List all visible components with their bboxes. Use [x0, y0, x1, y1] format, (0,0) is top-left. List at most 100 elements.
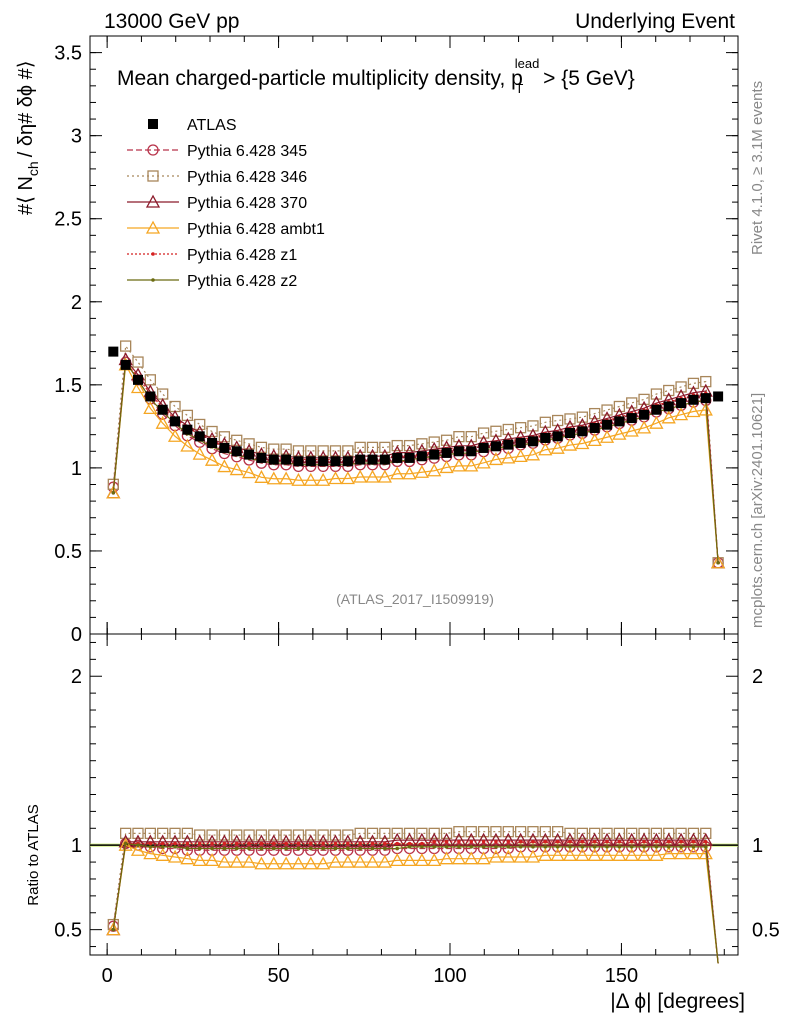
series-5-point-ratio — [654, 845, 659, 849]
series-4-point-ratio — [494, 840, 498, 844]
series-3-point-main — [402, 466, 417, 480]
series-5-point-ratio — [518, 845, 523, 849]
legend-label-1: Pythia 6.428 346 — [187, 169, 307, 186]
series-3-point-main — [649, 415, 664, 429]
series-1-point-main — [403, 439, 416, 452]
atlas-data-point — [478, 442, 489, 453]
analysis-id: (ATLAS_2017_I1509919) — [336, 591, 494, 607]
series-1-point-main — [120, 340, 132, 352]
series-1-point-ratio — [477, 826, 490, 838]
series-1-point-main — [514, 422, 527, 434]
series-4-point-ratio — [506, 840, 511, 844]
series-1-point-ratio — [342, 829, 354, 841]
series-1-point-ratio — [206, 829, 218, 841]
series-3-point-ratio — [402, 853, 417, 867]
series-3-point-main — [464, 458, 479, 472]
series-1-point-main — [157, 388, 169, 400]
series-4-point-ratio — [271, 841, 276, 846]
series-4-point-ratio — [160, 841, 165, 846]
series-1-point-main — [428, 436, 440, 448]
series-4-point-ratio — [457, 840, 461, 844]
series-3-point-main — [624, 423, 639, 437]
atlas-data-point — [453, 446, 464, 457]
legend-marker-5 — [151, 278, 155, 282]
series-1-point-ratio — [194, 829, 206, 841]
series-1-line-ratio — [112, 831, 719, 964]
series-3-point-ratio — [353, 854, 368, 868]
series-1-point-ratio — [576, 827, 588, 840]
series-5-point-ratio — [568, 845, 572, 849]
atlas-data-point — [651, 404, 662, 415]
series-3-point-ratio — [130, 842, 146, 856]
series-1-point-ratio — [292, 829, 305, 841]
atlas-data-point — [700, 393, 711, 404]
series-3-point-ratio — [167, 849, 183, 863]
series-1-point-ratio — [354, 827, 366, 840]
atlas-data-point — [133, 374, 143, 385]
series-1-point-main — [292, 445, 305, 457]
series-4-point-ratio — [259, 841, 264, 846]
series-1-point-main — [527, 420, 539, 432]
series-3-point-ratio — [587, 847, 602, 861]
series-4-point-ratio — [568, 840, 572, 844]
series-4-point-ratio — [543, 840, 548, 844]
series-1-point-main — [366, 441, 379, 454]
series-3-point-main — [303, 472, 318, 486]
series-5-point-ratio — [123, 841, 128, 846]
series-3-point-ratio — [192, 853, 207, 867]
series-4-point-ratio — [580, 840, 585, 844]
series-4-point-ratio — [197, 841, 202, 846]
atlas-data-point — [194, 431, 205, 442]
series-1-point-main — [675, 381, 687, 393]
atlas-data-point — [318, 456, 329, 467]
series-3-point-ratio — [525, 849, 541, 863]
atlas-data-point — [244, 449, 255, 460]
series-1-point-main — [477, 427, 490, 439]
series-2-line-ratio — [112, 839, 719, 964]
series-4-point-ratio — [407, 841, 412, 846]
series-1-point-ratio — [440, 827, 453, 840]
series-1-point-ratio — [564, 827, 576, 840]
series-3-point-main — [192, 446, 207, 460]
series-4-point-ratio — [284, 841, 288, 846]
series-3-point-ratio — [661, 846, 676, 860]
header-left: 13000 GeV pp — [104, 10, 239, 33]
x-tick-label: 150 — [605, 965, 638, 987]
series-5-point-ratio — [234, 846, 239, 851]
series-1-point-main — [268, 443, 280, 455]
series-4-point-ratio — [395, 841, 400, 846]
series-1-point-main — [490, 425, 502, 437]
legend-marker-3 — [145, 220, 161, 234]
series-5-point-ratio — [457, 845, 461, 849]
series-3-point-main — [365, 469, 380, 483]
series-4-point-ratio — [679, 840, 683, 844]
series-3-point-ratio — [538, 847, 553, 861]
y-tick-label-main: 1.5 — [54, 375, 82, 397]
series-5-point-ratio — [358, 846, 362, 851]
series-5-point-ratio — [580, 845, 585, 849]
series-1-point-main — [354, 441, 366, 454]
legend-label-atlas: ATLAS — [187, 117, 237, 134]
series-3-point-ratio — [673, 846, 689, 860]
series-3-point-ratio — [365, 854, 380, 868]
atlas-data-point — [441, 447, 452, 458]
series-4-point-ratio — [420, 841, 424, 846]
series-3-point-main — [476, 455, 491, 469]
y-axis-label-main: #⟨ Nch/ δη# δϕ #⟩ — [15, 60, 41, 215]
series-1-point-main — [329, 445, 342, 457]
legend-marker-1 — [147, 170, 159, 182]
atlas-data-point — [392, 452, 403, 463]
series-3-point-ratio — [143, 846, 158, 860]
series-3-point-main — [451, 458, 467, 472]
series-5-point-ratio — [247, 846, 251, 851]
series-1-point-main — [601, 404, 613, 416]
series-3-point-main — [538, 442, 553, 456]
series-5-point-ratio — [666, 845, 671, 849]
series-1-point-main — [342, 445, 354, 457]
series-1-point-ratio — [465, 826, 477, 838]
series-5-point-ratio — [617, 845, 622, 849]
series-3-point-ratio — [599, 847, 615, 861]
series-1-point-main — [453, 431, 465, 443]
series-5-point-ratio — [543, 845, 548, 849]
series-5-point-ratio — [197, 846, 202, 851]
